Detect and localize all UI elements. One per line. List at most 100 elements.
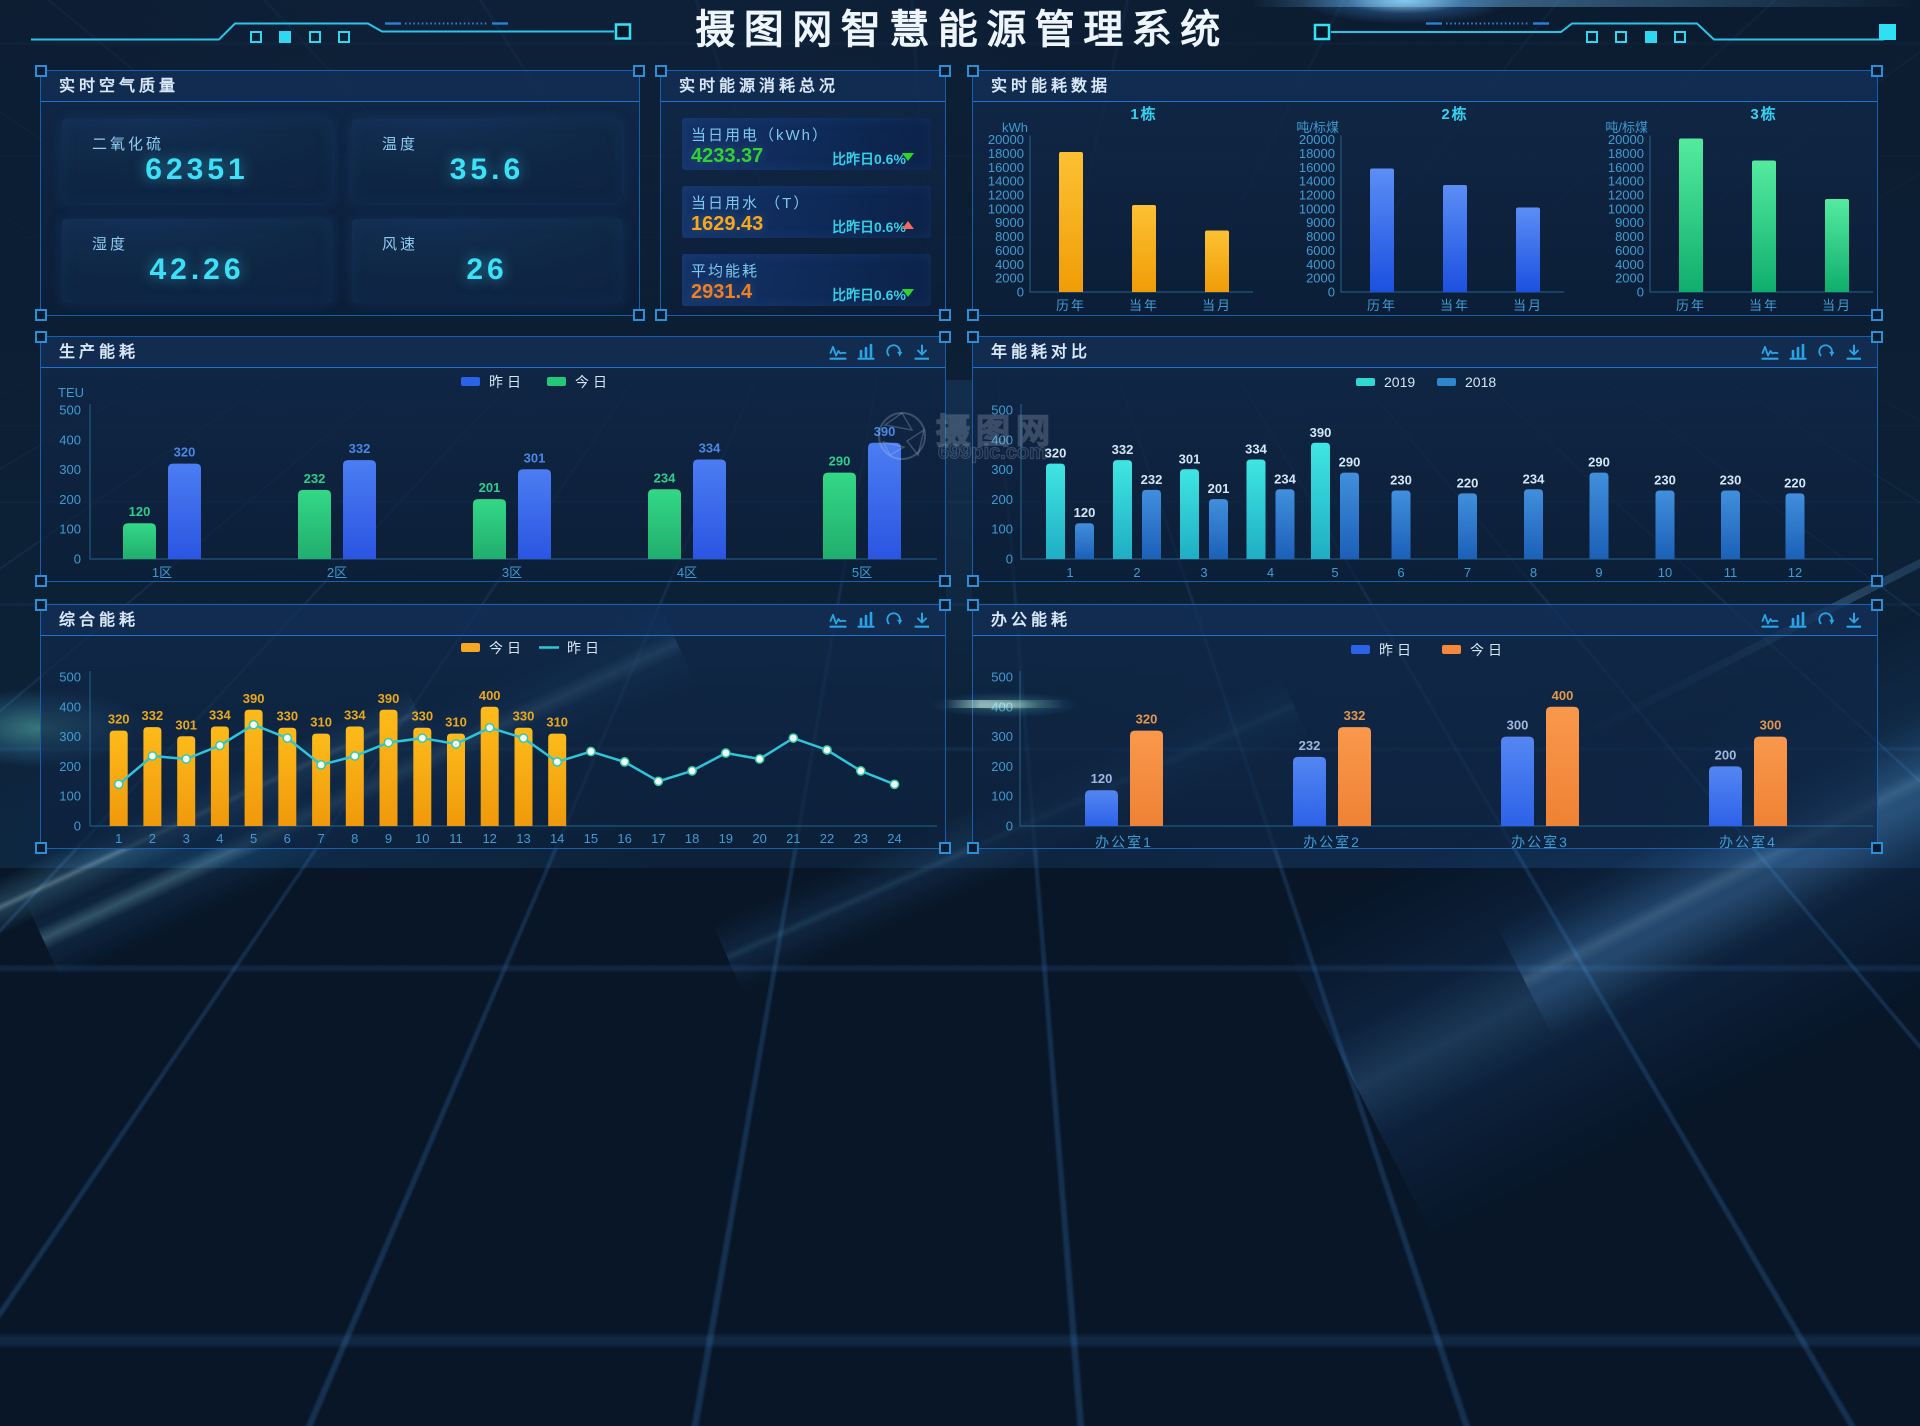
svg-text:12000: 12000 [1299,188,1335,203]
svg-text:500: 500 [59,670,81,685]
svg-text:13: 13 [516,831,530,846]
svg-text:201: 201 [479,480,501,495]
svg-text:320: 320 [1045,446,1067,461]
svg-text:2000: 2000 [1306,271,1335,286]
svg-text:0: 0 [74,819,81,834]
svg-text:1区: 1区 [152,565,172,580]
svg-text:2: 2 [149,831,156,846]
svg-text:290: 290 [1588,455,1610,470]
svg-text:332: 332 [1112,442,1134,457]
svg-text:310: 310 [445,715,467,730]
svg-text:0: 0 [74,552,81,567]
svg-text:330: 330 [276,709,298,724]
svg-text:14000: 14000 [1608,174,1644,189]
svg-text:9000: 9000 [1615,215,1644,230]
svg-text:230: 230 [1654,473,1676,488]
svg-text:23: 23 [854,831,868,846]
svg-text:1: 1 [115,831,122,846]
svg-text:390: 390 [1310,425,1332,440]
svg-text:TEU: TEU [58,385,84,400]
svg-text:8000: 8000 [1306,229,1335,244]
svg-text:234: 234 [654,470,676,485]
svg-text:9: 9 [385,831,392,846]
svg-text:办公室2: 办公室2 [1303,834,1361,850]
svg-text:吨/标煤: 吨/标煤 [1605,120,1648,135]
svg-text:390: 390 [378,691,400,706]
svg-text:今日: 今日 [575,374,611,390]
svg-text:办公室3: 办公室3 [1511,834,1569,850]
svg-text:300: 300 [991,729,1013,744]
svg-text:8: 8 [1530,565,1537,580]
svg-text:332: 332 [142,708,164,723]
svg-text:4000: 4000 [995,257,1024,272]
svg-text:15: 15 [584,831,598,846]
svg-text:吨/标煤: 吨/标煤 [1296,120,1339,135]
svg-text:3: 3 [183,831,190,846]
svg-text:334: 334 [699,441,721,456]
svg-text:301: 301 [524,450,546,465]
svg-text:232: 232 [1299,738,1321,753]
svg-text:2: 2 [1133,565,1140,580]
svg-text:昨日: 昨日 [489,374,525,390]
svg-text:10: 10 [1658,565,1672,580]
svg-text:400: 400 [991,432,1013,447]
svg-text:历年: 历年 [1676,298,1706,313]
svg-text:200: 200 [991,492,1013,507]
svg-text:2019: 2019 [1384,374,1415,390]
svg-text:310: 310 [310,715,332,730]
svg-text:120: 120 [129,504,151,519]
svg-text:4区: 4区 [677,565,697,580]
svg-text:5: 5 [1331,565,1338,580]
svg-text:301: 301 [1179,451,1201,466]
svg-text:12: 12 [482,831,496,846]
svg-text:10000: 10000 [1299,201,1335,216]
svg-text:当月: 当月 [1202,298,1232,313]
svg-text:7: 7 [317,831,324,846]
svg-text:232: 232 [1141,472,1163,487]
svg-text:400: 400 [479,688,501,703]
svg-text:10000: 10000 [1608,201,1644,216]
svg-text:2000: 2000 [1615,271,1644,286]
svg-text:699pic.com: 699pic.com [938,442,1047,464]
svg-text:今日: 今日 [1470,642,1506,658]
svg-text:20000: 20000 [988,132,1024,147]
svg-text:4: 4 [1267,565,1274,580]
svg-text:200: 200 [991,759,1013,774]
svg-text:230: 230 [1720,473,1742,488]
svg-text:3: 3 [1200,565,1207,580]
svg-text:201: 201 [1208,481,1230,496]
svg-text:332: 332 [349,441,371,456]
svg-text:18: 18 [685,831,699,846]
svg-text:1栋: 1栋 [1130,105,1157,123]
svg-text:20000: 20000 [1608,132,1644,147]
svg-text:当年: 当年 [1440,298,1470,313]
svg-text:当年: 当年 [1129,298,1159,313]
svg-text:12000: 12000 [1608,188,1644,203]
svg-text:500: 500 [991,403,1013,418]
svg-text:4000: 4000 [1615,257,1644,272]
svg-text:230: 230 [1390,473,1412,488]
svg-text:当月: 当月 [1822,298,1852,313]
svg-text:今日: 今日 [489,640,525,656]
svg-text:120: 120 [1091,771,1113,786]
svg-text:5: 5 [250,831,257,846]
svg-text:300: 300 [1760,718,1782,733]
svg-text:300: 300 [991,462,1013,477]
svg-text:历年: 历年 [1367,298,1397,313]
svg-text:6: 6 [284,831,291,846]
svg-text:330: 330 [411,709,433,724]
svg-text:500: 500 [59,403,81,418]
svg-text:14000: 14000 [988,174,1024,189]
svg-text:kWh: kWh [1002,120,1028,135]
svg-text:当年: 当年 [1749,298,1779,313]
svg-text:0: 0 [1637,285,1644,300]
svg-text:4: 4 [216,831,223,846]
svg-text:24: 24 [887,831,901,846]
svg-text:8000: 8000 [995,229,1024,244]
svg-text:200: 200 [59,492,81,507]
svg-text:390: 390 [874,424,896,439]
svg-text:400: 400 [59,432,81,447]
svg-text:100: 100 [59,789,81,804]
svg-text:昨日: 昨日 [567,640,603,656]
svg-text:320: 320 [174,445,196,460]
